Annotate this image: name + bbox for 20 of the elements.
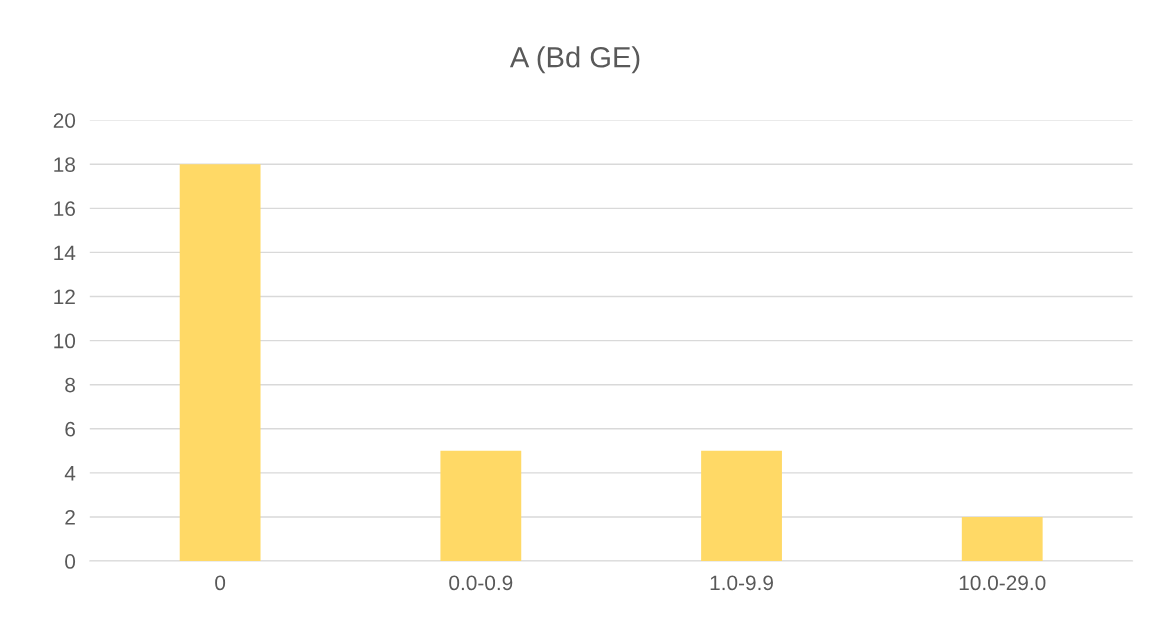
y-tick-label: 4 [64, 466, 76, 481]
bar [179, 164, 261, 562]
x-tick-label: 0.0-0.9 [449, 575, 513, 591]
y-tick-label: 10 [54, 333, 76, 349]
bar [440, 450, 522, 562]
x-tick-label: 10.0-29.0 [959, 575, 1046, 591]
x-tick-label: 1.0-9.9 [710, 575, 773, 591]
y-tick-label: 16 [54, 201, 75, 217]
y-tick-label: 6 [65, 421, 75, 437]
y-tick-label: 12 [54, 289, 75, 305]
y-tick-label: 0 [65, 554, 76, 569]
y-tick-label: 20 [53, 113, 76, 128]
bar [701, 450, 782, 562]
bar [961, 516, 1043, 562]
y-tick-label: 18 [54, 157, 75, 172]
y-tick-label: 2 [65, 509, 75, 525]
y-tick-label: 8 [65, 377, 75, 393]
chart-title: A (Bd GE) [509, 46, 640, 74]
x-tick-label: 0 [215, 575, 226, 591]
y-tick-label: 14 [54, 245, 76, 260]
